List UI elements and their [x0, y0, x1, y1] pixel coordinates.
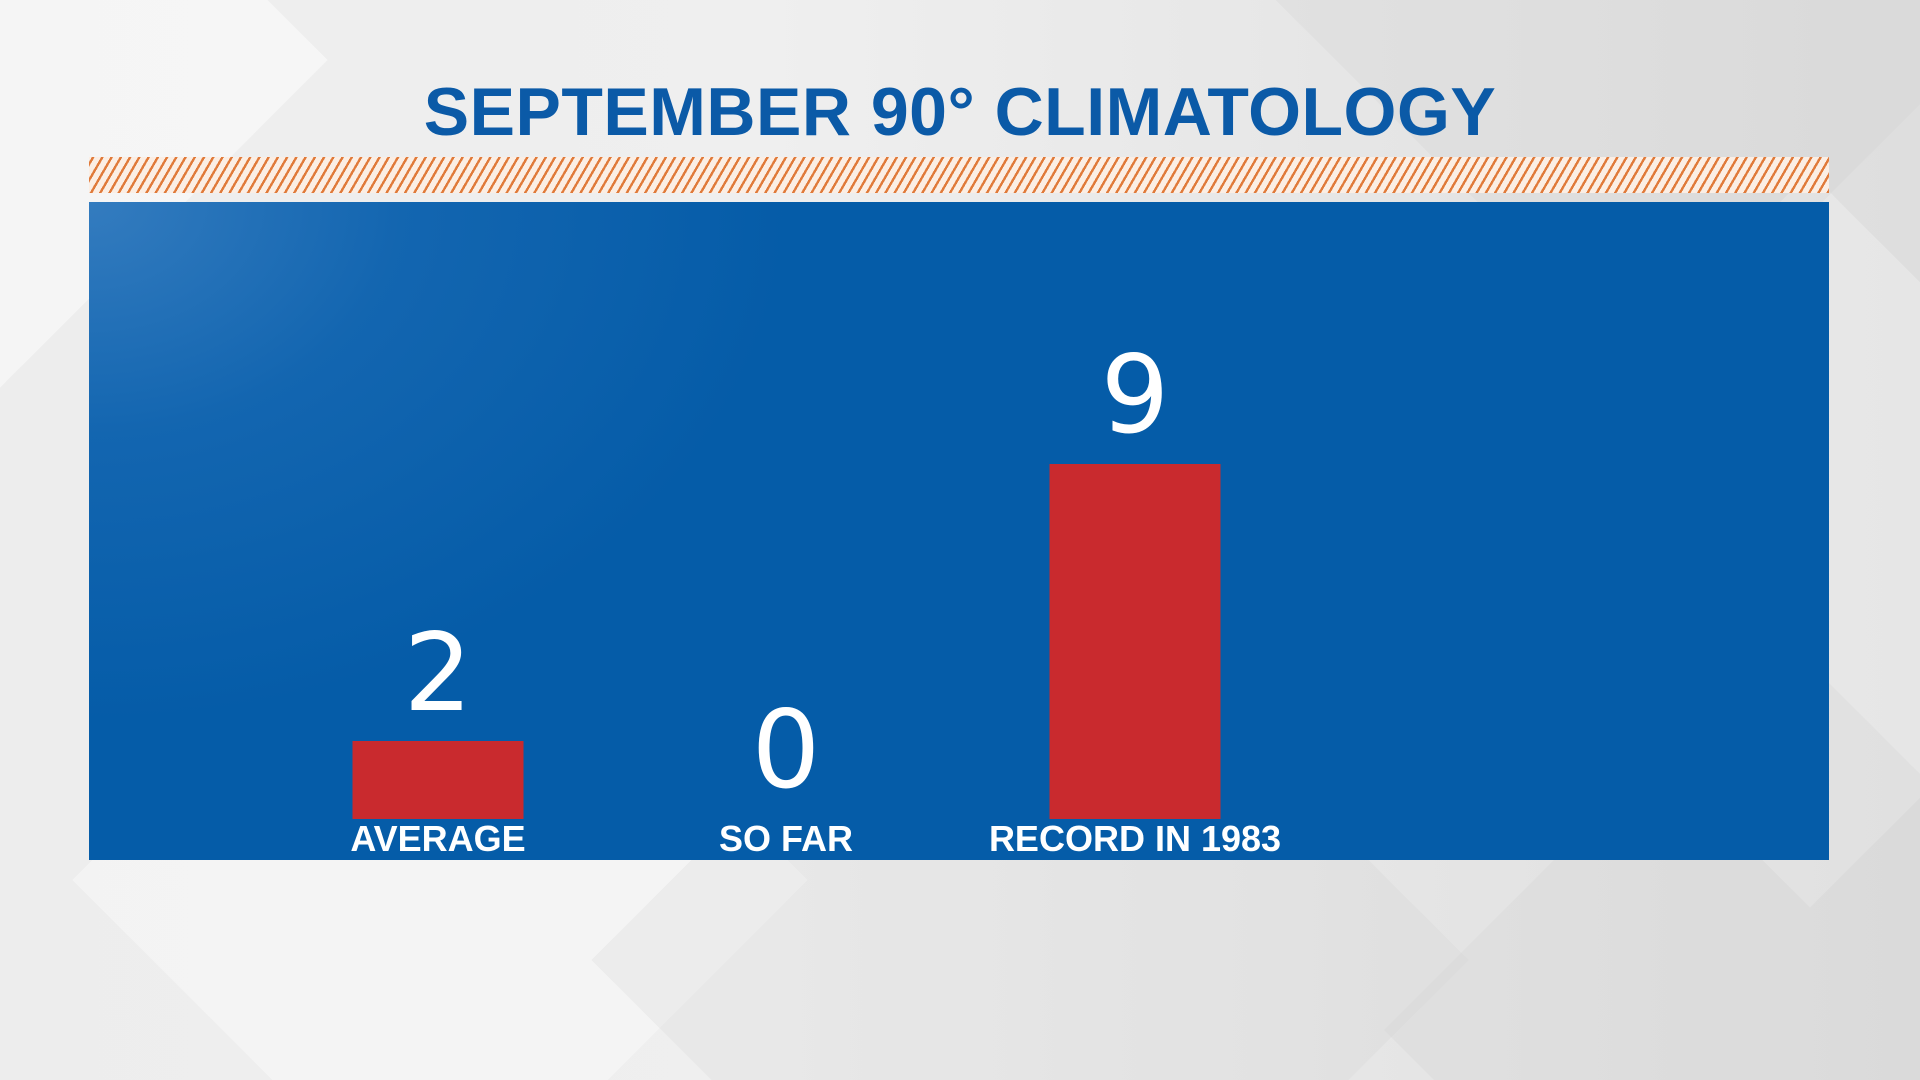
bar-average [352, 741, 524, 819]
bar-record [1049, 464, 1221, 819]
bar-group-so-far: 0 SO FAR [606, 202, 966, 860]
bar-value-label: 0 [751, 688, 821, 813]
decorative-stripe-band [89, 157, 1829, 193]
bar-group-average: 2 AVERAGE [258, 202, 618, 860]
bar-group-record: 9 RECORD IN 1983 [955, 202, 1315, 860]
category-label: RECORD IN 1983 [988, 818, 1282, 859]
bar-value-label: 9 [1100, 333, 1170, 458]
chart-panel: 2 AVERAGE 0 SO FAR 9 RECORD IN 1983 [89, 202, 1829, 860]
bar-value-label: 2 [403, 611, 473, 736]
category-label: AVERAGE [350, 818, 526, 859]
category-label: SO FAR [718, 818, 853, 859]
chart-title: SEPTEMBER 90° CLIMATOLOGY [423, 74, 1497, 150]
